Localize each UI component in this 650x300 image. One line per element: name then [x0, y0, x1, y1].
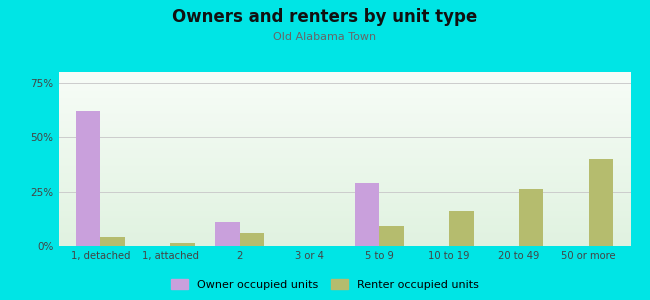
Bar: [240, 233, 265, 246]
Bar: [519, 190, 543, 246]
Bar: [76, 111, 100, 246]
Bar: [170, 243, 194, 246]
Bar: [380, 226, 404, 246]
Bar: [100, 237, 125, 246]
Bar: [449, 211, 474, 246]
Bar: [589, 159, 613, 246]
Legend: Owner occupied units, Renter occupied units: Owner occupied units, Renter occupied un…: [167, 275, 483, 294]
Bar: [355, 183, 380, 246]
Bar: [215, 222, 240, 246]
Text: Old Alabama Town: Old Alabama Town: [274, 32, 376, 41]
Text: Owners and renters by unit type: Owners and renters by unit type: [172, 8, 478, 26]
